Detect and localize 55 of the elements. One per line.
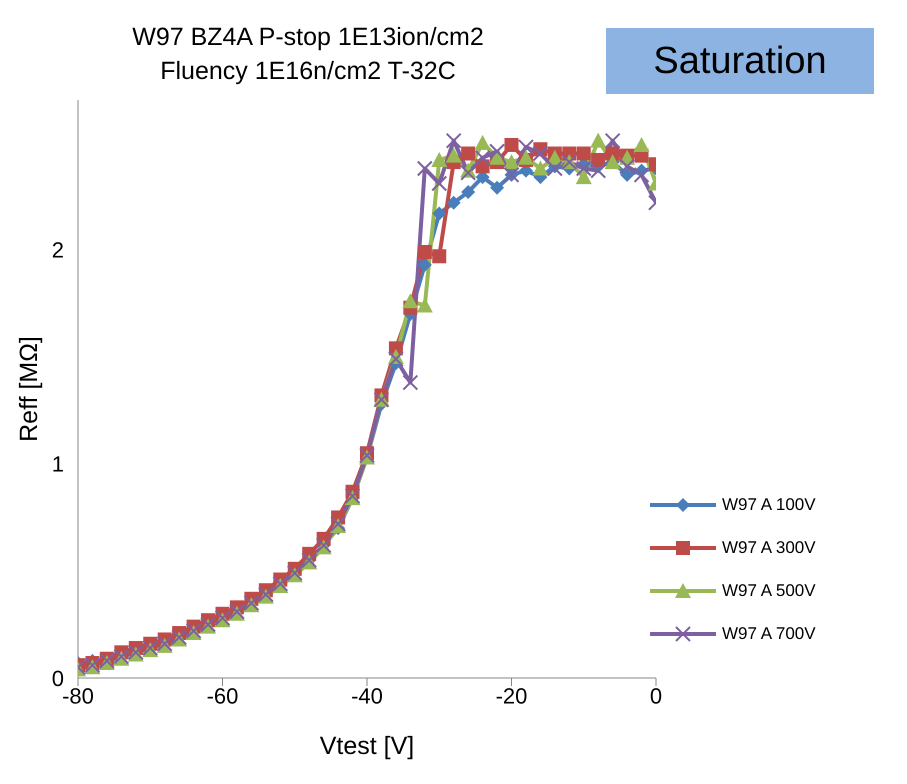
legend-label: W97 A 500V [722, 580, 816, 600]
point [474, 150, 491, 166]
point [518, 150, 534, 165]
point [490, 180, 504, 195]
x-tick-label: -40 [351, 684, 383, 709]
y-tick-label: 1 [52, 452, 64, 477]
point [590, 162, 606, 179]
point [591, 152, 606, 167]
chart-title: W97 BZ4A P-stop 1E13ion/cm2 [131, 22, 485, 53]
text: Saturation [606, 28, 874, 94]
point [432, 206, 446, 220]
point [460, 164, 476, 181]
point [504, 154, 520, 170]
point [576, 160, 592, 177]
point [489, 143, 506, 160]
legend-label: W97 A 300V [722, 538, 816, 558]
point [416, 160, 433, 177]
point [504, 138, 518, 152]
y-axis-title: Reff [MΩ] [14, 336, 43, 442]
point [518, 139, 534, 156]
point [432, 249, 446, 264]
point [620, 168, 634, 182]
legend-label: W97 A 700V [722, 624, 816, 644]
point [474, 134, 491, 150]
point [461, 146, 476, 161]
point [634, 136, 650, 152]
point [461, 185, 476, 200]
point [619, 158, 636, 174]
x-tick-label: -80 [62, 684, 94, 709]
chart-subtitle: Fluency 1E16n/cm2 T-32C [159, 56, 457, 87]
point [431, 152, 448, 167]
point [532, 146, 548, 162]
point [388, 351, 404, 368]
x-axis-title: Vtest [V] [320, 732, 414, 760]
point [431, 175, 448, 192]
point [546, 160, 563, 177]
point [418, 244, 432, 259]
point [446, 148, 462, 163]
point [402, 374, 418, 391]
point [634, 166, 650, 183]
point [402, 293, 418, 308]
point [576, 146, 591, 161]
point [532, 160, 548, 176]
x-tick-label: -60 [206, 684, 238, 709]
point [590, 132, 606, 148]
point [418, 258, 432, 272]
y-tick-label: 0 [52, 666, 64, 691]
x-tick-label: -20 [496, 684, 528, 709]
point [576, 169, 592, 184]
legend-label: W97 A 100V [722, 494, 816, 514]
y-tick-label: 2 [52, 238, 64, 263]
point [446, 132, 462, 149]
point [604, 132, 621, 149]
x-tick-label: 0 [650, 684, 662, 709]
point [446, 196, 461, 210]
